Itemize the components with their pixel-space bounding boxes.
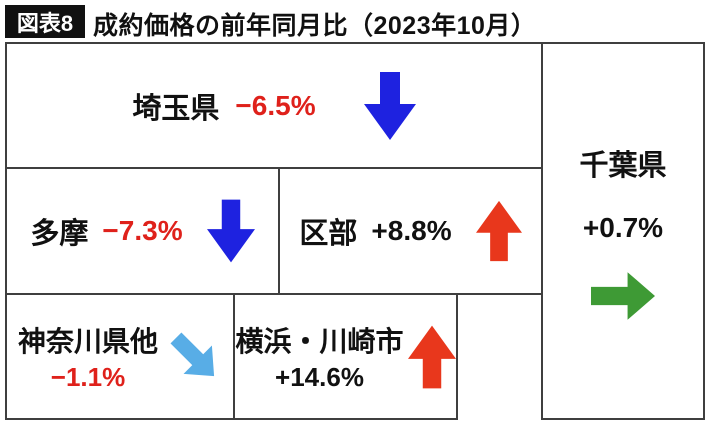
region-name-saitama: 埼玉県 bbox=[132, 92, 220, 125]
region-box-kubu: 区部 +8.8% bbox=[278, 167, 543, 295]
region-value-yokohama: +14.6% bbox=[275, 362, 364, 392]
region-value-chiba: +0.7% bbox=[582, 212, 664, 243]
region-label-stack: 神奈川県他 −1.1% bbox=[18, 320, 158, 393]
down-right-arrow-icon bbox=[170, 331, 215, 376]
region-box-chiba: 千葉県 +0.7% bbox=[541, 42, 705, 420]
region-label-stack: 横浜・川崎市 +14.6% bbox=[235, 320, 403, 393]
region-name-chiba: 千葉県 bbox=[579, 150, 667, 182]
region-box-yokohama: 横浜・川崎市 +14.6% bbox=[233, 293, 458, 420]
down-arrow-icon bbox=[206, 199, 255, 263]
region-value-kubu: +8.8% bbox=[371, 215, 452, 246]
figure-title: 成約価格の前年同月比（2023年10月） bbox=[93, 12, 537, 40]
right-arrow-icon bbox=[591, 272, 655, 320]
region-box-kanagawa: 神奈川県他 −1.1% bbox=[5, 293, 235, 420]
region-value-kanagawa: −1.1% bbox=[50, 362, 126, 392]
region-name-kubu: 区部 bbox=[299, 218, 358, 250]
region-name-tama: 多摩 bbox=[30, 218, 89, 250]
down-arrow-icon bbox=[363, 71, 416, 140]
up-arrow-icon bbox=[407, 325, 456, 388]
region-box-saitama: 埼玉県 −6.5% bbox=[5, 42, 543, 169]
region-name-yokohama: 横浜・川崎市 bbox=[235, 326, 404, 357]
region-name-kanagawa: 神奈川県他 bbox=[17, 326, 158, 357]
region-value-tama: −7.3% bbox=[102, 215, 183, 246]
up-arrow-icon bbox=[475, 200, 522, 262]
figure-number-badge: 図表8 bbox=[5, 5, 85, 38]
region-box-tama: 多摩 −7.3% bbox=[5, 167, 280, 295]
region-value-saitama: −6.5% bbox=[235, 89, 316, 121]
